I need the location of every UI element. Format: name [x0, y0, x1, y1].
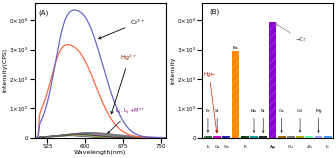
Bar	[241, 136, 249, 138]
Bar	[278, 136, 286, 138]
Text: Co: Co	[223, 145, 229, 149]
Bar	[314, 136, 323, 138]
Text: Ba: Ba	[233, 46, 238, 50]
X-axis label: Wavelength(nm): Wavelength(nm)	[74, 150, 126, 155]
Text: K: K	[243, 145, 246, 149]
Text: Sr: Sr	[215, 109, 219, 132]
Text: (B): (B)	[210, 8, 220, 15]
Bar	[324, 136, 332, 138]
Bar	[324, 136, 332, 138]
Bar	[250, 136, 258, 138]
Text: →Cr: →Cr	[276, 24, 306, 42]
Text: Cr$^{3+}$: Cr$^{3+}$	[98, 18, 146, 39]
Text: Li: Li	[206, 145, 210, 149]
Text: Ag: Ag	[269, 145, 276, 149]
Text: Cs: Cs	[214, 145, 220, 149]
Text: Cu: Cu	[288, 145, 294, 149]
Text: (A): (A)	[39, 9, 49, 16]
Bar	[222, 136, 230, 138]
Text: Cd: Cd	[297, 109, 303, 132]
Bar	[204, 136, 212, 138]
Bar	[278, 136, 286, 138]
Text: Ca: Ca	[279, 109, 285, 132]
Text: Hg$^{2+}$: Hg$^{2+}$	[111, 53, 138, 114]
Bar	[268, 22, 276, 138]
Bar	[213, 136, 221, 138]
Bar	[305, 136, 313, 138]
Bar	[287, 136, 295, 138]
Bar	[222, 136, 230, 138]
Y-axis label: Intensity: Intensity	[170, 56, 175, 84]
Bar	[241, 136, 249, 138]
Bar	[213, 136, 221, 138]
Text: Ni: Ni	[261, 109, 265, 133]
Text: Na: Na	[251, 109, 257, 132]
Bar	[259, 136, 267, 138]
Text: Hg←: Hg←	[203, 72, 217, 133]
Bar	[232, 51, 240, 138]
Bar	[287, 136, 295, 138]
Text: Fe: Fe	[205, 109, 210, 132]
Bar	[268, 22, 276, 138]
Text: Li: Li	[326, 145, 330, 149]
Text: L$_1$, L$_1$ +M$^{n+}$: L$_1$, L$_1$ +M$^{n+}$	[108, 107, 146, 133]
Y-axis label: Intensity(CPS): Intensity(CPS)	[3, 48, 8, 92]
Text: Zn: Zn	[306, 145, 312, 149]
Bar	[204, 136, 212, 138]
Text: Mg: Mg	[315, 109, 322, 132]
Bar	[296, 136, 304, 138]
Bar	[305, 136, 313, 138]
Bar	[232, 51, 240, 138]
Bar	[259, 136, 267, 138]
Bar	[314, 136, 323, 138]
Bar	[250, 136, 258, 138]
Bar	[296, 136, 304, 138]
